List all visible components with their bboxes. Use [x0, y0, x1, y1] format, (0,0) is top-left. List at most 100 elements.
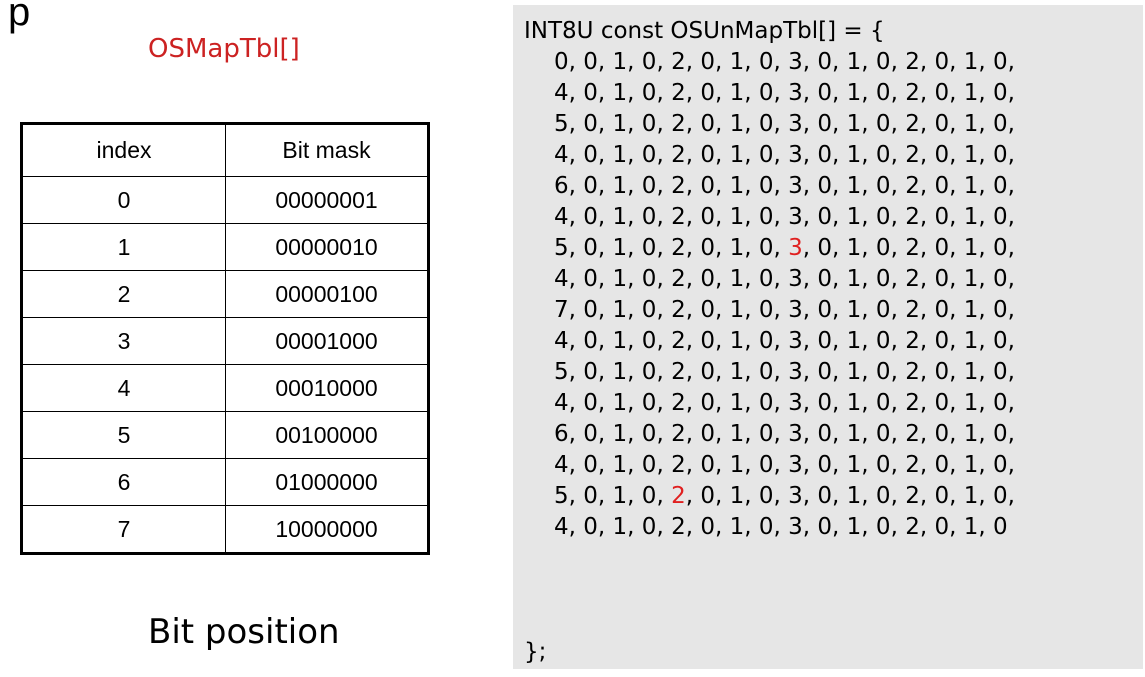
code-value: 0 [700, 452, 715, 478]
code-value: 0 [758, 514, 774, 540]
code-value: 0 [992, 142, 1008, 168]
code-value: 0 [583, 359, 598, 385]
code-value: 7 [554, 297, 569, 323]
bit-mask-cell: 00100000 [225, 411, 429, 459]
code-value: 0 [875, 49, 891, 75]
code-value: 0 [641, 80, 657, 106]
code-value: 1 [963, 142, 979, 168]
code-value: 0 [700, 483, 715, 509]
bit-mask-cell: 01000000 [225, 458, 429, 506]
code-value: 1 [612, 483, 628, 509]
code-value: 1 [963, 49, 979, 75]
code-value: 1 [846, 173, 862, 199]
code-value: 1 [612, 266, 628, 292]
code-value: 1 [612, 390, 628, 416]
code-value: 0 [641, 235, 657, 261]
index-column-header: index [21, 123, 226, 177]
code-value: 0 [934, 483, 950, 509]
code-value: 0 [641, 328, 657, 354]
code-value: 0 [758, 142, 774, 168]
code-value: 0 [875, 111, 891, 137]
code-value: 0 [875, 359, 891, 385]
code-value: 1 [963, 421, 979, 447]
code-value: 1 [963, 514, 979, 540]
code-value: 0 [992, 111, 1008, 137]
code-value: 2 [905, 297, 920, 323]
code-value: 1 [846, 359, 862, 385]
code-value: 0 [934, 328, 950, 354]
code-value: 4 [554, 390, 569, 416]
code-value: 0 [817, 173, 833, 199]
code-value: 1 [846, 297, 862, 323]
code-value: 0 [817, 514, 833, 540]
code-value: 0 [875, 421, 891, 447]
code-value: 0 [992, 297, 1008, 323]
code-value: 2 [905, 142, 920, 168]
code-value: 2 [671, 483, 686, 509]
code-value: 0 [641, 390, 657, 416]
code-value: 1 [846, 514, 862, 540]
code-value: 1 [729, 359, 745, 385]
code-value: 1 [612, 142, 628, 168]
code-value: 1 [729, 173, 745, 199]
code-value: 0 [992, 173, 1008, 199]
code-value: 2 [905, 390, 920, 416]
code-value: 1 [846, 452, 862, 478]
code-value: 0 [641, 49, 657, 75]
code-value: 0 [641, 111, 657, 137]
code-value: 0 [875, 173, 891, 199]
code-array-values: 0, 0, 1, 0, 2, 0, 1, 0, 3, 0, 1, 0, 2, 0… [554, 47, 1015, 543]
code-value: 0 [758, 452, 774, 478]
code-value: 0 [641, 452, 657, 478]
code-value: 0 [817, 111, 833, 137]
code-value: 5 [554, 359, 569, 385]
code-value: 0 [934, 359, 950, 385]
code-value: 0 [758, 297, 774, 323]
code-value: 0 [700, 49, 715, 75]
code-value: 0 [758, 80, 774, 106]
code-row: 5, 0, 1, 0, 2, 0, 1, 0, 3, 0, 1, 0, 2, 0… [554, 483, 1015, 509]
code-value: 2 [671, 328, 686, 354]
code-value: 1 [729, 80, 745, 106]
code-value: 0 [700, 204, 715, 230]
code-value: 2 [671, 142, 686, 168]
code-value: 3 [788, 297, 803, 323]
code-value: 0 [583, 49, 598, 75]
code-value: 3 [788, 328, 803, 354]
code-value: 0 [641, 514, 657, 540]
code-value: 0 [992, 235, 1008, 261]
code-value: 2 [905, 235, 920, 261]
code-value: 2 [671, 49, 686, 75]
code-value: 0 [758, 111, 774, 137]
code-value: 1 [612, 80, 628, 106]
code-value: 2 [671, 204, 686, 230]
code-value: 1 [963, 80, 979, 106]
code-value: 2 [671, 359, 686, 385]
code-value: 1 [612, 421, 628, 447]
code-value: 2 [671, 235, 686, 261]
code-value: 0 [758, 49, 774, 75]
code-value: 0 [875, 483, 891, 509]
code-value: 1 [846, 483, 862, 509]
osmaptbl-title: OSMapTbl[] [148, 34, 300, 64]
code-value: 0 [758, 390, 774, 416]
table-row: 6 01000000 [21, 458, 429, 506]
code-row: 4, 0, 1, 0, 2, 0, 1, 0, 3, 0, 1, 0, 2, 0… [554, 142, 1015, 168]
index-cell: 2 [21, 270, 226, 318]
code-value: 2 [905, 173, 920, 199]
code-value: 0 [875, 328, 891, 354]
code-row: 6, 0, 1, 0, 2, 0, 1, 0, 3, 0, 1, 0, 2, 0… [554, 421, 1015, 447]
code-value: 0 [934, 173, 950, 199]
code-value: 1 [846, 111, 862, 137]
code-value: 1 [612, 235, 628, 261]
code-value: 0 [583, 514, 598, 540]
code-value: 1 [612, 297, 628, 323]
code-value: 0 [875, 235, 891, 261]
code-row: 5, 0, 1, 0, 2, 0, 1, 0, 3, 0, 1, 0, 2, 0… [554, 235, 1015, 261]
code-closing-brace: }; [524, 639, 547, 665]
code-value: 0 [875, 80, 891, 106]
code-value: 0 [875, 204, 891, 230]
code-value: 0 [934, 297, 950, 323]
code-value: 0 [700, 297, 715, 323]
code-value: 4 [554, 142, 569, 168]
